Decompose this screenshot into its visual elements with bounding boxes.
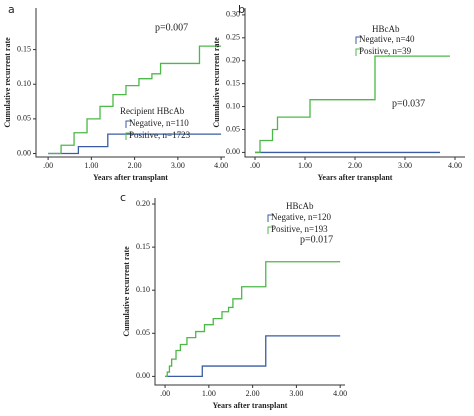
x-tick-label: 3.00: [289, 389, 303, 398]
p-value: p=0.007: [155, 22, 188, 33]
legend-swatch: [125, 132, 132, 140]
y-tick-label: 0.30: [226, 10, 240, 19]
legend-swatch: [267, 226, 274, 234]
legend-label: Positive, n=1723: [129, 130, 191, 140]
x-tick-label: 4.00: [448, 161, 462, 170]
km-curve: [48, 133, 222, 155]
x-tick-label: .00: [250, 161, 260, 170]
panel-letter: a: [8, 3, 15, 16]
y-tick-label: 0.05: [136, 328, 150, 337]
km-curve: [48, 45, 222, 155]
panel-letter: c: [120, 191, 126, 204]
legend-label: Negative, n=120: [271, 212, 332, 222]
legend-swatch: [125, 120, 132, 128]
y-axis-title: Cumulative recurrent rate: [212, 37, 221, 128]
x-axis-title: Years after transplant: [318, 173, 393, 182]
y-tick-label: 0.15: [136, 242, 150, 251]
x-tick-label: 2.00: [246, 389, 260, 398]
axes: [244, 8, 465, 158]
x-tick-label: 3.00: [171, 161, 185, 170]
p-value: p=0.017: [300, 234, 333, 245]
y-tick-label: 0.15: [17, 44, 31, 53]
x-tick-label: 4.00: [214, 161, 228, 170]
x-tick-label: 1.00: [298, 161, 312, 170]
x-tick-label: 1.00: [84, 161, 98, 170]
x-tick-label: .00: [43, 161, 53, 170]
x-axis-title: Years after transplant: [213, 401, 288, 410]
km-curve: [255, 55, 450, 154]
legend-label: Positive, n=39: [359, 46, 412, 56]
y-tick-label: 0.05: [17, 114, 31, 123]
y-tick-label: 0.00: [17, 148, 31, 157]
y-axis-title: Cumulative recurrent rate: [122, 246, 131, 337]
legend-swatch: [355, 48, 362, 56]
legend-title: HBcAb: [372, 24, 400, 34]
legend-swatch: [355, 36, 362, 44]
y-tick-label: 0.20: [226, 56, 240, 65]
axes: [154, 198, 345, 386]
y-tick-label: 0.15: [226, 78, 240, 87]
km-curve: [165, 261, 341, 378]
y-tick-label: 0.05: [226, 124, 240, 133]
x-tick-label: 2.00: [348, 161, 362, 170]
y-tick-label: 0.25: [226, 33, 240, 42]
y-tick-label: 0.10: [226, 101, 240, 110]
x-tick-label: 1.00: [202, 389, 216, 398]
legend-label: Negative, n=40: [359, 34, 415, 44]
y-tick-label: 0.00: [226, 147, 240, 156]
y-tick-label: 0.20: [136, 199, 150, 208]
y-tick-label: 0.00: [136, 371, 150, 380]
legend-title: HBcAb: [286, 201, 314, 211]
x-tick-label: 3.00: [398, 161, 412, 170]
legend-label: Negative, n=110: [129, 118, 189, 128]
x-axis-title: Years after transplant: [93, 173, 168, 182]
y-axis-title: Cumulative recurrent rate: [3, 37, 12, 128]
legend-title: Recipient HBcAb: [120, 106, 185, 116]
x-tick-label: 2.00: [128, 161, 142, 170]
panel-letter: b: [238, 3, 245, 16]
y-tick-label: 0.10: [17, 79, 31, 88]
p-value: p=0.037: [392, 98, 425, 109]
legend-swatch: [267, 214, 274, 222]
y-tick-label: 0.10: [136, 285, 150, 294]
legend-label: Positive, n=193: [271, 224, 328, 234]
x-tick-label: .00: [160, 389, 170, 398]
x-tick-label: 4.00: [333, 389, 347, 398]
axes: [35, 8, 225, 158]
km-curve: [165, 335, 341, 378]
